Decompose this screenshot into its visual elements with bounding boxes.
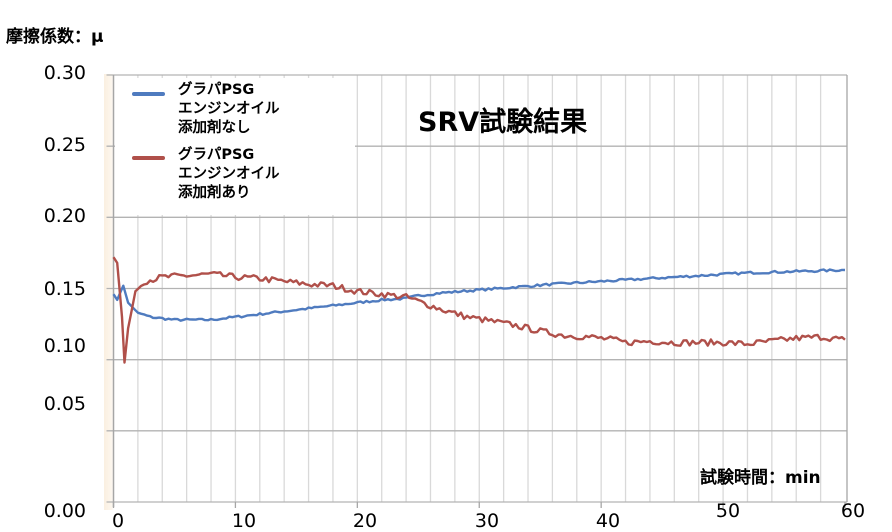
chart-title: SRV試験結果	[418, 100, 587, 139]
x-tick-label: 60	[841, 500, 865, 522]
legend: グラパPSG エンジンオイル 添加剤なし グラパPSG エンジンオイル 添加剤あ…	[115, 78, 355, 215]
legend-label: グラパPSG エンジンオイル 添加剤なし	[178, 81, 280, 138]
legend-swatch-blue	[132, 92, 165, 96]
legend-label: グラパPSG エンジンオイル 添加剤あり	[178, 146, 280, 203]
x-tick-label: 50	[716, 500, 740, 522]
x-tick-label: 10	[232, 510, 256, 532]
x-tick-label: 30	[475, 510, 499, 532]
x-axis-title: 試験時間：min	[700, 463, 821, 488]
legend-swatch-red	[132, 156, 165, 160]
x-tick-label: 40	[596, 510, 620, 532]
x-tick-label: 20	[353, 510, 377, 532]
x-tick-label: 0	[112, 510, 124, 532]
